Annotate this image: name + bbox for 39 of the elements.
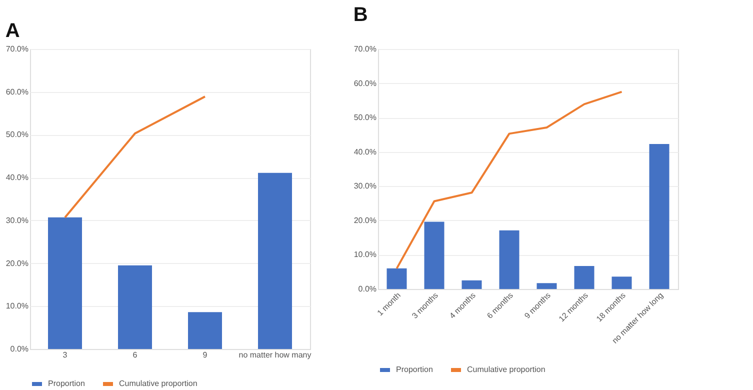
y-tick-label: 30.0% — [354, 182, 376, 191]
y-tick-label: 70.0% — [354, 44, 376, 54]
bar — [386, 268, 407, 289]
bar — [574, 266, 594, 289]
x-tick-label: 3 — [62, 350, 68, 360]
bar — [188, 312, 222, 349]
x-tick-label: 6 — [132, 350, 138, 360]
line-series — [396, 90, 623, 270]
x-tick-label: no matter how many — [238, 350, 312, 360]
y-tick-label: 60.0% — [6, 87, 28, 96]
bar — [649, 144, 670, 289]
y-tick-label: 0.0% — [10, 344, 28, 354]
bar — [258, 172, 292, 349]
chart-title: B — [353, 4, 368, 26]
y-tick-label: 20.0% — [354, 216, 376, 225]
bar — [48, 217, 82, 349]
y-tick-label: 0.0% — [358, 284, 376, 294]
y-tick-label: 10.0% — [6, 302, 28, 311]
legend-label: Cumulative proportion — [467, 365, 546, 374]
y-tick-label: 30.0% — [6, 216, 28, 225]
legend-label: Proportion — [396, 365, 433, 374]
y-tick-label: 20.0% — [6, 258, 28, 268]
bar — [499, 230, 520, 289]
y-tick-label: 50.0% — [6, 130, 28, 140]
bar — [612, 276, 632, 289]
bar — [462, 280, 482, 289]
legend-label: Cumulative proportion — [119, 379, 198, 388]
bar — [424, 222, 444, 289]
y-tick-label: 10.0% — [354, 250, 376, 260]
y-tick-label: 40.0% — [354, 147, 376, 156]
bar — [536, 283, 557, 289]
bar — [118, 265, 152, 349]
chart-title: A — [5, 20, 20, 42]
legend-label: Proportion — [48, 379, 85, 388]
y-tick-label: 70.0% — [6, 44, 28, 54]
x-tick-label: 9 — [202, 350, 208, 360]
y-tick-label: 60.0% — [354, 78, 376, 88]
y-tick-label: 40.0% — [6, 173, 28, 182]
y-tick-label: 50.0% — [354, 113, 376, 122]
